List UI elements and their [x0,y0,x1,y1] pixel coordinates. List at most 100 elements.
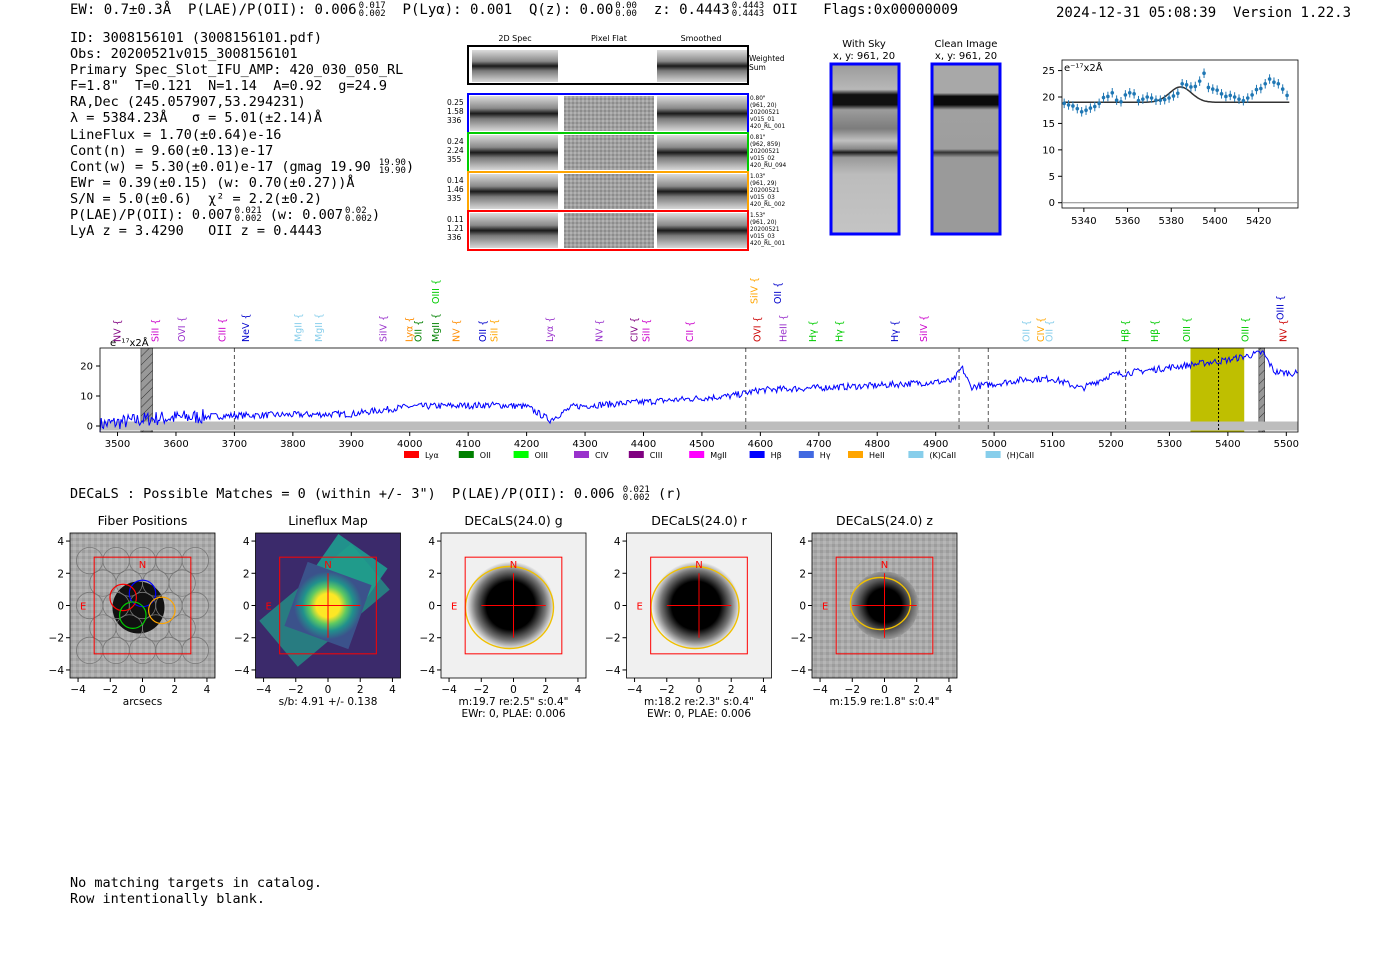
zoom-data-point [1075,106,1080,111]
panel-caption-2: EWr: 0, PLAE: 0.006 [461,708,565,720]
panel-xtick-label: 2 [357,684,364,696]
legend-swatch [798,451,814,458]
zoom-data-point [1224,94,1228,99]
cutout-row-meta: 420_RL_001 [750,124,785,130]
legend-swatch [985,451,1001,458]
info-lineflux: LineFlux = 1.70(±0.64)e-16 [70,126,282,143]
line-label: SiII { [489,319,500,342]
line-label: SiIV { [750,277,761,304]
line-label: MgII { [294,313,305,342]
legend-label: OIII [535,451,548,460]
zoom-ytick-label: 15 [1042,119,1055,130]
line-label: HeII { [779,314,790,342]
decals-text: DECaLS : Possible Matches = 0 (within +/… [70,486,615,502]
cutout-pixel-flat [564,135,654,170]
zoom-data-point [1280,87,1285,91]
fiber-circle [76,591,104,620]
panel-xtick-label: 2 [171,684,178,696]
panel-xtick-label: 4 [389,684,396,696]
east-marker: E [451,602,457,613]
cutout-col-smooth: Smoothed [681,34,722,43]
cutout-row-n3: 336 [447,233,462,242]
cutout-row-meta: v015_03 [750,234,775,240]
zoom-data-point [1066,103,1071,107]
spectrum-xtick-label: 5500 [1274,439,1299,450]
decals-band: (r) [657,486,683,502]
spectrum-xtick-label: 4900 [923,439,948,450]
cutout-row-n1: 0.24 [447,137,464,146]
north-marker: N [881,560,888,571]
panel-title: Lineflux Map [288,513,368,528]
zoom-data-point [1197,79,1202,83]
panel-xtick-label: 4 [946,684,953,696]
north-marker: N [139,560,146,571]
panel-xtick-label: −4 [627,684,643,696]
zoom-data-point [1071,104,1075,108]
panel-ytick-label: −2 [234,633,249,645]
with-sky-title: With Sky [842,39,886,50]
zoom-data-point [1276,81,1281,86]
info-ewr: EWr = 0.39(±0.15) (w: 0.70(±0.27))Å [70,174,355,191]
cutout-col-2d: 2D Spec [498,34,531,43]
cutout-smoothed [657,96,747,131]
zoom-data-point [1189,85,1193,89]
cutout-row-n3: 336 [447,116,462,125]
line-label: NV { [451,319,462,342]
legend-swatch [908,451,924,458]
panel-xtick-label: 2 [728,684,735,696]
cutout-row-meta: 1.03" [750,174,766,180]
aperture-ellipse [849,576,912,631]
cutout-row-meta: v015_01 [750,117,775,123]
clean-xy: x, y: 961, 20 [935,51,997,62]
line-label: Hγ { [890,320,901,342]
legend-label: MgII [710,451,727,460]
north-marker: N [695,560,702,571]
line-label: Lyα { [545,317,556,342]
panel-xtick-label: −4 [70,684,86,696]
source-blob [112,581,165,634]
panel-ytick-label: 4 [614,536,621,548]
zoom-data-point [1259,86,1263,91]
cutout-row-meta: (962, 859) [750,142,780,148]
fiber-circle [181,591,209,620]
spectrum-xtick-label: 4200 [514,439,539,450]
zoom-data-point [1092,104,1097,109]
zoom-fit-curve [1064,86,1290,104]
zoom-data-point [1228,93,1233,98]
zoom-ytick-label: 0 [1049,198,1055,209]
fiber-circle [89,569,117,597]
panel-xtick-label: 4 [575,684,582,696]
cutout-row-meta: (961, 29) [750,181,777,187]
line-label: OIII { [1182,317,1193,342]
zoom-ytick-label: 5 [1049,172,1055,183]
legend-swatch [404,451,419,458]
info-primary-spec: Primary Spec_Slot_IFU_AMP: 420_030_050_R… [70,62,404,79]
info-redshifts: LyA z = 3.4290 OII z = 0.4443 [70,223,322,240]
spectrum-legend: Lyα OII OIII CIV CIII MgII Hβ Hγ HeII (K)CaII (H)C… [404,451,1034,460]
spectrum-xtick-label: 5000 [981,439,1006,450]
info-plae-lo: 0.002 [234,214,262,225]
panel-title: Fiber Positions [98,513,188,528]
header-z-line: OII [772,2,798,18]
line-label: Hβ { [1150,320,1161,342]
header-timestamp: 2024-12-31 05:08:39 Version 1.22.3 [1056,5,1351,21]
cutout-row-n2: 1.21 [447,224,464,233]
zoom-data-point [1158,98,1163,102]
cutout-pixel-flat [564,213,654,248]
header-plya: P(Lyα): 0.001 [402,2,513,18]
line-label: OVI { [177,316,188,342]
legend-swatch [749,451,765,458]
panel-xtick-label: −2 [474,684,489,696]
spectrum-ylabel: e⁻¹⁷x2Å [110,336,149,349]
zoom-ytick-label: 10 [1042,145,1055,156]
zoom-data-point [1141,97,1145,101]
line-label: NeV { [241,313,252,342]
info-plae-hi: 0.021 [234,206,262,217]
spectrum-xtick-label: 4100 [455,439,480,450]
zoom-data-point [1106,94,1110,99]
spectrum-xtick-label: 5300 [1157,439,1182,450]
spectrum-xtick-label: 3900 [339,439,364,450]
zoom-xtick-label: 5360 [1115,216,1140,227]
spectrum-xtick-label: 4800 [865,439,890,450]
